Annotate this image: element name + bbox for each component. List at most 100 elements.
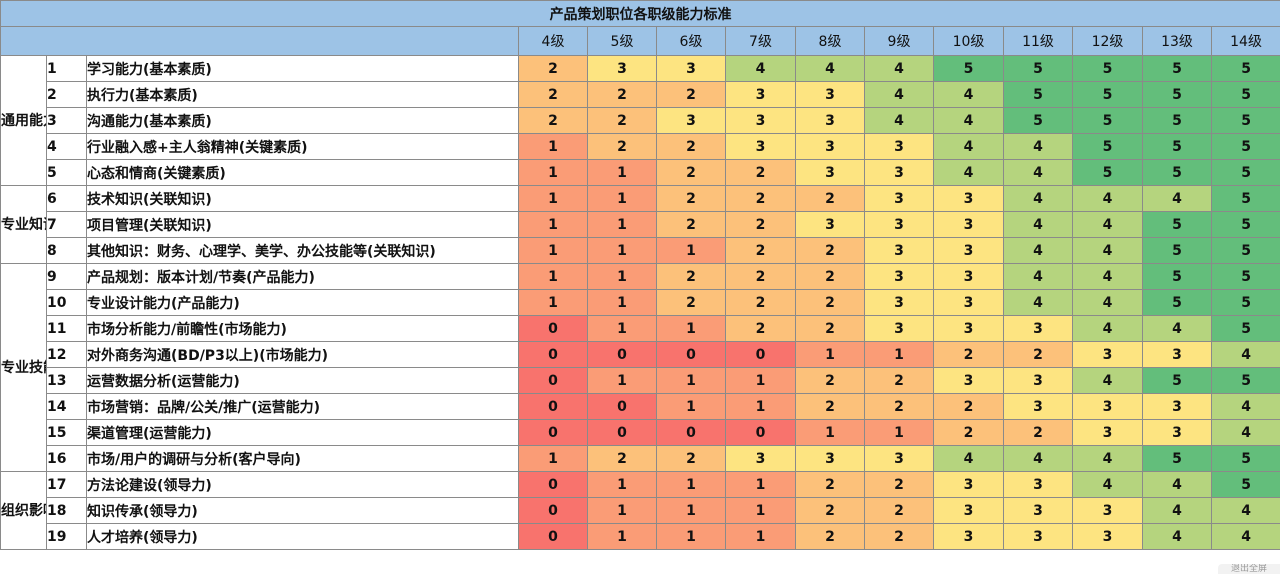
score-cell: 5 — [1003, 81, 1073, 108]
score-cell: 1 — [656, 523, 726, 550]
row-index: 2 — [46, 81, 87, 108]
score-cell: 4 — [795, 55, 865, 82]
score-cell: 4 — [1003, 211, 1073, 238]
ability-name: 渠道管理(运营能力) — [86, 419, 519, 446]
score-cell: 4 — [1142, 497, 1212, 524]
ability-name: 知识传承(领导力) — [86, 497, 519, 524]
score-cell: 5 — [1142, 211, 1212, 238]
score-cell: 2 — [725, 211, 796, 238]
score-cell: 3 — [795, 81, 865, 108]
score-cell: 5 — [1210, 367, 1280, 394]
score-cell: 3 — [1003, 497, 1073, 524]
score-cell: 2 — [725, 237, 796, 264]
score-cell: 4 — [1003, 289, 1073, 316]
score-cell: 5 — [1210, 81, 1280, 108]
score-cell: 4 — [1003, 263, 1073, 290]
score-cell: 0 — [656, 419, 726, 446]
score-cell: 1 — [656, 367, 726, 394]
score-cell: 5 — [1210, 211, 1280, 238]
score-cell: 1 — [725, 471, 796, 498]
score-cell: 3 — [795, 159, 865, 186]
score-cell: 2 — [656, 81, 726, 108]
score-cell: 2 — [518, 107, 588, 134]
score-cell: 3 — [1072, 523, 1143, 550]
score-cell: 3 — [725, 81, 796, 108]
score-cell: 2 — [725, 263, 796, 290]
score-cell: 5 — [1142, 367, 1212, 394]
ability-name: 对外商务沟通(BD/P3以上)(市场能力) — [86, 341, 519, 368]
group-label: 专业知识 — [0, 185, 47, 264]
score-cell: 4 — [933, 81, 1004, 108]
score-cell: 0 — [518, 497, 588, 524]
score-cell: 3 — [864, 315, 934, 342]
score-cell: 4 — [1003, 237, 1073, 264]
score-cell: 1 — [725, 497, 796, 524]
score-cell: 4 — [1142, 315, 1212, 342]
table-title: 产品策划职位各职级能力标准 — [0, 0, 1280, 27]
table-row: 7 项目管理(关联知识) 1 1 2 2 3 3 3 4 4 5 5 — [1, 211, 1280, 238]
score-cell: 2 — [518, 81, 588, 108]
score-cell: 5 — [1210, 185, 1280, 212]
header-blank-cell — [0, 26, 519, 56]
score-cell: 3 — [1003, 393, 1073, 420]
ability-name: 其他知识：财务、心理学、美学、办公技能等(关联知识) — [86, 237, 519, 264]
row-index: 17 — [46, 471, 87, 498]
table-row: 4 行业融入感+主人翁精神(关键素质) 1 2 2 3 3 3 4 4 5 5 5 — [1, 133, 1280, 160]
score-cell: 3 — [864, 211, 934, 238]
score-cell: 2 — [656, 159, 726, 186]
score-cell: 3 — [725, 107, 796, 134]
score-cell: 4 — [933, 159, 1004, 186]
score-cell: 3 — [864, 445, 934, 472]
score-cell: 2 — [725, 289, 796, 316]
ability-name: 市场营销：品牌/公关/推广(运营能力) — [86, 393, 519, 420]
row-index: 18 — [46, 497, 87, 524]
score-cell: 1 — [656, 393, 726, 420]
score-cell: 0 — [518, 523, 588, 550]
table-row: 11 市场分析能力/前瞻性(市场能力) 0 1 1 2 2 3 3 3 4 4 5 — [1, 315, 1280, 342]
score-cell: 1 — [725, 367, 796, 394]
score-cell: 1 — [656, 315, 726, 342]
score-cell: 1 — [587, 471, 657, 498]
score-cell: 4 — [933, 445, 1004, 472]
level-header-12: 12级 — [1072, 26, 1143, 56]
score-cell: 4 — [1072, 445, 1143, 472]
level-header-6: 6级 — [656, 26, 726, 56]
score-cell: 0 — [518, 341, 588, 368]
level-header-11: 11级 — [1003, 26, 1073, 56]
score-cell: 3 — [933, 237, 1004, 264]
score-cell: 3 — [1072, 497, 1143, 524]
score-cell: 1 — [518, 159, 588, 186]
score-cell: 5 — [1142, 133, 1212, 160]
score-cell: 4 — [933, 107, 1004, 134]
score-cell: 5 — [1210, 289, 1280, 316]
ability-name: 行业融入感+主人翁精神(关键素质) — [86, 133, 519, 160]
score-cell: 2 — [864, 471, 934, 498]
score-cell: 3 — [1142, 341, 1212, 368]
score-cell: 3 — [656, 107, 726, 134]
row-index: 16 — [46, 445, 87, 472]
score-cell: 1 — [518, 133, 588, 160]
score-cell: 3 — [656, 55, 726, 82]
score-cell: 1 — [587, 211, 657, 238]
score-cell: 3 — [795, 445, 865, 472]
score-cell: 1 — [656, 237, 726, 264]
score-cell: 3 — [933, 289, 1004, 316]
score-cell: 3 — [1142, 393, 1212, 420]
ability-name: 产品规划：版本计划/节奏(产品能力) — [86, 263, 519, 290]
score-cell: 2 — [518, 55, 588, 82]
score-cell: 3 — [1072, 419, 1143, 446]
table-row: 3 沟通能力(基本素质) 2 2 3 3 3 4 4 5 5 5 5 — [1, 107, 1280, 134]
score-cell: 5 — [1142, 237, 1212, 264]
ability-name: 运营数据分析(运营能力) — [86, 367, 519, 394]
score-cell: 1 — [725, 523, 796, 550]
row-index: 6 — [46, 185, 87, 212]
score-cell: 4 — [864, 55, 934, 82]
ability-name: 执行力(基本素质) — [86, 81, 519, 108]
ability-name: 技术知识(关联知识) — [86, 185, 519, 212]
score-cell: 3 — [725, 445, 796, 472]
score-cell: 2 — [725, 159, 796, 186]
exit-fullscreen-button[interactable]: 退出全屏 — [1218, 564, 1280, 574]
score-cell: 3 — [933, 367, 1004, 394]
score-cell: 4 — [1142, 185, 1212, 212]
